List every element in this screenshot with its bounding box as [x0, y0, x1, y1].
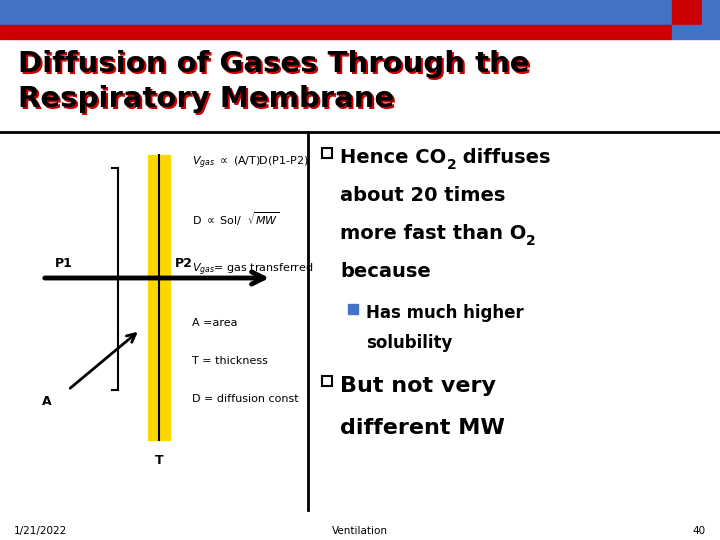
Bar — [322, 148, 332, 158]
Text: A =area: A =area — [192, 318, 238, 328]
Text: Respiratory Membrane: Respiratory Membrane — [18, 85, 395, 113]
Text: Ventilation: Ventilation — [332, 526, 388, 536]
Text: P2: P2 — [175, 257, 193, 270]
Bar — [148, 155, 170, 440]
Text: 1/21/2022: 1/21/2022 — [14, 526, 67, 536]
Text: solubility: solubility — [366, 334, 452, 352]
Text: $V_{gas}$ $\propto$ (A/T)D(P1-P2): $V_{gas}$ $\propto$ (A/T)D(P1-P2) — [192, 155, 309, 171]
Text: Respiratory Membrane: Respiratory Membrane — [20, 87, 396, 115]
Text: about 20 times: about 20 times — [340, 186, 505, 205]
Text: different MW: different MW — [340, 418, 505, 438]
Text: 40: 40 — [693, 526, 706, 536]
Text: more fast than O: more fast than O — [340, 224, 526, 243]
Text: A: A — [42, 395, 52, 408]
Text: 2: 2 — [526, 234, 536, 248]
Text: 2: 2 — [447, 158, 456, 172]
Text: Diffusion of Gases Through the: Diffusion of Gases Through the — [18, 50, 529, 78]
Bar — [348, 304, 358, 314]
Text: diffuses: diffuses — [456, 148, 551, 167]
Text: D $\propto$ Sol/  $\sqrt{MW}$: D $\propto$ Sol/ $\sqrt{MW}$ — [192, 210, 279, 228]
Text: Diffusion of Gases Through the: Diffusion of Gases Through the — [20, 52, 531, 80]
Text: P1: P1 — [55, 257, 73, 270]
Bar — [322, 376, 332, 386]
Text: But not very: But not very — [340, 376, 496, 396]
Text: T = thickness: T = thickness — [192, 356, 268, 366]
Text: D = diffusion const: D = diffusion const — [192, 394, 299, 404]
Text: T: T — [155, 454, 163, 467]
Text: Hence CO: Hence CO — [340, 148, 446, 167]
Text: $V_{gas}$= gas transferred: $V_{gas}$= gas transferred — [192, 262, 313, 279]
Text: Has much higher: Has much higher — [366, 304, 523, 322]
Text: because: because — [340, 262, 431, 281]
